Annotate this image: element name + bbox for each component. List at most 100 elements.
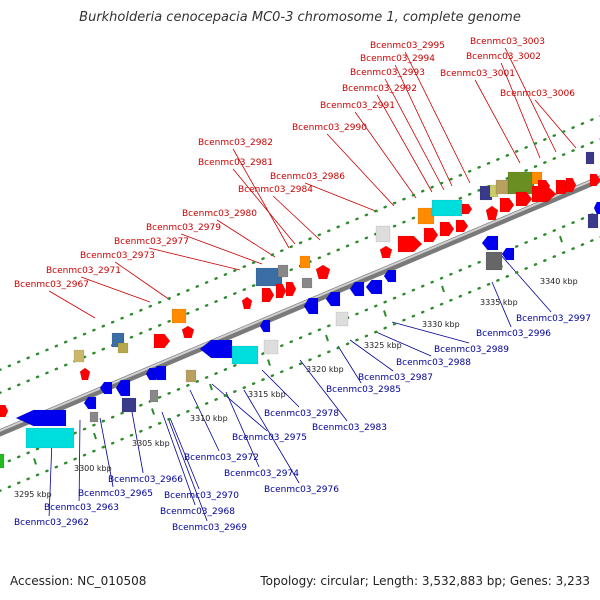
gene-feature: [151, 365, 167, 381]
gene-feature: [25, 427, 75, 449]
gene-label-forward: Bcenmc03_3001: [440, 69, 515, 79]
gene-feature: [481, 235, 499, 251]
gene-feature: [115, 379, 131, 397]
label-connector: [354, 111, 417, 199]
gene-label-reverse: Bcenmc03_2972: [184, 453, 259, 463]
gene-feature: [149, 389, 159, 403]
gene-label-reverse: Bcenmc03_2963: [44, 503, 119, 513]
gene-label-reverse: Bcenmc03_2987: [358, 373, 433, 383]
label-connector: [99, 417, 114, 488]
gene-feature: [461, 203, 473, 215]
gene-feature: [485, 251, 503, 271]
label-connector: [394, 64, 453, 187]
scale-tick: [209, 383, 213, 391]
label-connector: [78, 419, 81, 502]
gene-feature: [121, 397, 137, 413]
scale-tick: [383, 310, 387, 317]
topology-summary-text: Topology: circular; Length: 3,532,883 bp…: [260, 574, 590, 588]
label-connector: [384, 78, 445, 191]
gene-feature: [153, 333, 171, 349]
label-connector: [272, 195, 321, 241]
gene-feature: [379, 245, 393, 259]
label-connector: [232, 148, 290, 249]
gene-feature: [89, 411, 99, 423]
label-connector: [474, 79, 521, 164]
label-connector: [491, 281, 512, 328]
scale-tick-label: 3325 kbp: [364, 341, 402, 350]
gene-feature: [383, 269, 397, 283]
gene-label-reverse: Bcenmc03_2988: [396, 358, 471, 368]
gene-feature: [285, 281, 297, 297]
gene-label-reverse: Bcenmc03_2985: [326, 385, 401, 395]
gene-feature: [593, 201, 600, 215]
label-connector: [391, 321, 470, 344]
gene-feature: [587, 213, 599, 229]
gene-features: [0, 151, 600, 469]
gene-feature: [455, 219, 469, 233]
label-connector: [243, 389, 300, 484]
scale-tick-label: 3320 kbp: [306, 365, 344, 374]
gene-label-reverse: Bcenmc03_2974: [224, 469, 299, 479]
label-connector: [211, 383, 268, 432]
gene-feature: [479, 185, 493, 201]
gene-label-reverse: Bcenmc03_2997: [516, 314, 591, 324]
gene-feature: [261, 287, 275, 303]
gene-label-forward: Bcenmc03_2967: [14, 280, 89, 290]
scale-tick: [559, 235, 563, 243]
label-connector: [304, 182, 379, 213]
gene-feature: [263, 339, 279, 355]
gene-feature: [299, 255, 311, 269]
label-connector: [376, 94, 433, 193]
gene-feature: [303, 297, 319, 315]
gene-label-forward: Bcenmc03_2981: [198, 158, 273, 168]
gene-feature: [181, 325, 195, 339]
gene-feature: [99, 381, 113, 395]
scale-ticks: 3295 kbp 3300 kbp 3305 kbp 3310 kbp 3315 kbp…: [14, 235, 578, 499]
label-connector: [375, 331, 432, 357]
scale-tick: [33, 458, 37, 465]
gene-feature: [171, 308, 187, 324]
gene-feature: [375, 225, 391, 243]
gene-label-reverse: Bcenmc03_2989: [434, 345, 509, 355]
gene-feature: [531, 185, 557, 203]
scale-tick-label: 3315 kbp: [248, 390, 286, 399]
gene-feature: [431, 199, 463, 217]
gene-feature: [0, 404, 9, 418]
accession-text: Accession: NC_010508: [10, 574, 147, 588]
gene-feature: [185, 369, 197, 383]
label-connector: [189, 389, 220, 452]
gene-label-forward: Bcenmc03_3006: [500, 89, 575, 99]
label-connector: [499, 253, 552, 313]
label-connector: [167, 417, 208, 522]
gene-label-forward: Bcenmc03_2995: [370, 41, 445, 51]
gene-label-reverse: Bcenmc03_2965: [78, 489, 153, 499]
gene-label-forward: Bcenmc03_3003: [470, 37, 545, 47]
gene-labels: Bcenmc03_2967 Bcenmc03_2971 Bcenmc03_2973 B…: [14, 37, 591, 533]
gene-feature: [83, 396, 97, 410]
gene-label-forward: Bcenmc03_2979: [146, 223, 221, 233]
label-connector-lines: [48, 47, 577, 522]
gene-feature: [277, 264, 289, 278]
gene-label-forward: Bcenmc03_2991: [320, 101, 395, 111]
gene-label-forward: Bcenmc03_2984: [238, 185, 313, 195]
label-connector: [80, 276, 151, 303]
gene-feature: [259, 319, 271, 333]
gene-label-forward: Bcenmc03_2980: [182, 209, 257, 219]
dotted-guide-track: [0, 235, 600, 493]
gene-label-reverse: Bcenmc03_2976: [264, 485, 339, 495]
label-connector: [216, 219, 276, 258]
gene-feature: [485, 205, 499, 221]
gene-label-reverse: Bcenmc03_2970: [164, 491, 239, 501]
gene-feature: [117, 342, 129, 354]
gene-label-reverse: Bcenmc03_2968: [160, 507, 235, 517]
gene-feature: [499, 197, 515, 213]
scale-tick-label: 3305 kbp: [132, 439, 170, 448]
gene-label-forward: Bcenmc03_2971: [46, 266, 121, 276]
scale-tick: [151, 408, 155, 415]
scale-tick-label: 3330 kbp: [422, 320, 460, 329]
gene-label-reverse: Bcenmc03_2962: [14, 518, 89, 528]
gene-feature: [501, 247, 515, 261]
chromosome-backbone: [0, 175, 600, 437]
gene-label-forward: Bcenmc03_2986: [270, 172, 345, 182]
